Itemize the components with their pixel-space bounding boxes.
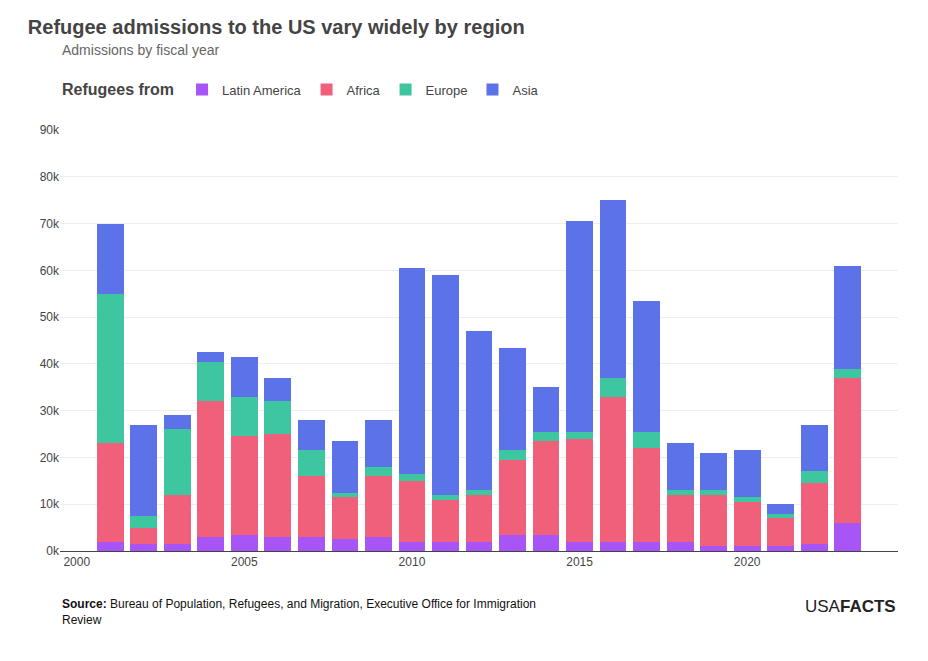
svg-text:90k: 90k [40, 123, 60, 137]
svg-text:2000: 2000 [63, 555, 90, 569]
svg-text:20k: 20k [40, 451, 60, 465]
svg-text:50k: 50k [40, 310, 60, 324]
svg-text:Source: Bureau of Population,: Source: Bureau of Population, Refugees, … [62, 597, 536, 627]
svg-text:Asia: Asia [512, 83, 538, 98]
svg-text:Latin America: Latin America [222, 83, 302, 98]
svg-text:0k: 0k [46, 544, 60, 558]
svg-text:Africa: Africa [347, 83, 381, 98]
svg-text:Refugees from: Refugees from [62, 81, 174, 98]
svg-text:2020: 2020 [734, 555, 761, 569]
svg-text:2010: 2010 [399, 555, 426, 569]
svg-text:2015: 2015 [566, 555, 593, 569]
svg-text:60k: 60k [40, 264, 60, 278]
svg-text:80k: 80k [40, 170, 60, 184]
svg-text:40k: 40k [40, 357, 60, 371]
svg-text:2005: 2005 [231, 555, 258, 569]
svg-text:10k: 10k [40, 497, 60, 511]
svg-text:Europe: Europe [426, 83, 468, 98]
svg-text:30k: 30k [40, 404, 60, 418]
svg-text:Admissions by fiscal year: Admissions by fiscal year [62, 42, 220, 58]
svg-text:USAFACTS: USAFACTS [805, 597, 896, 616]
svg-text:70k: 70k [40, 217, 60, 231]
svg-text:Refugee admissions to the US v: Refugee admissions to the US vary widely… [28, 16, 525, 38]
